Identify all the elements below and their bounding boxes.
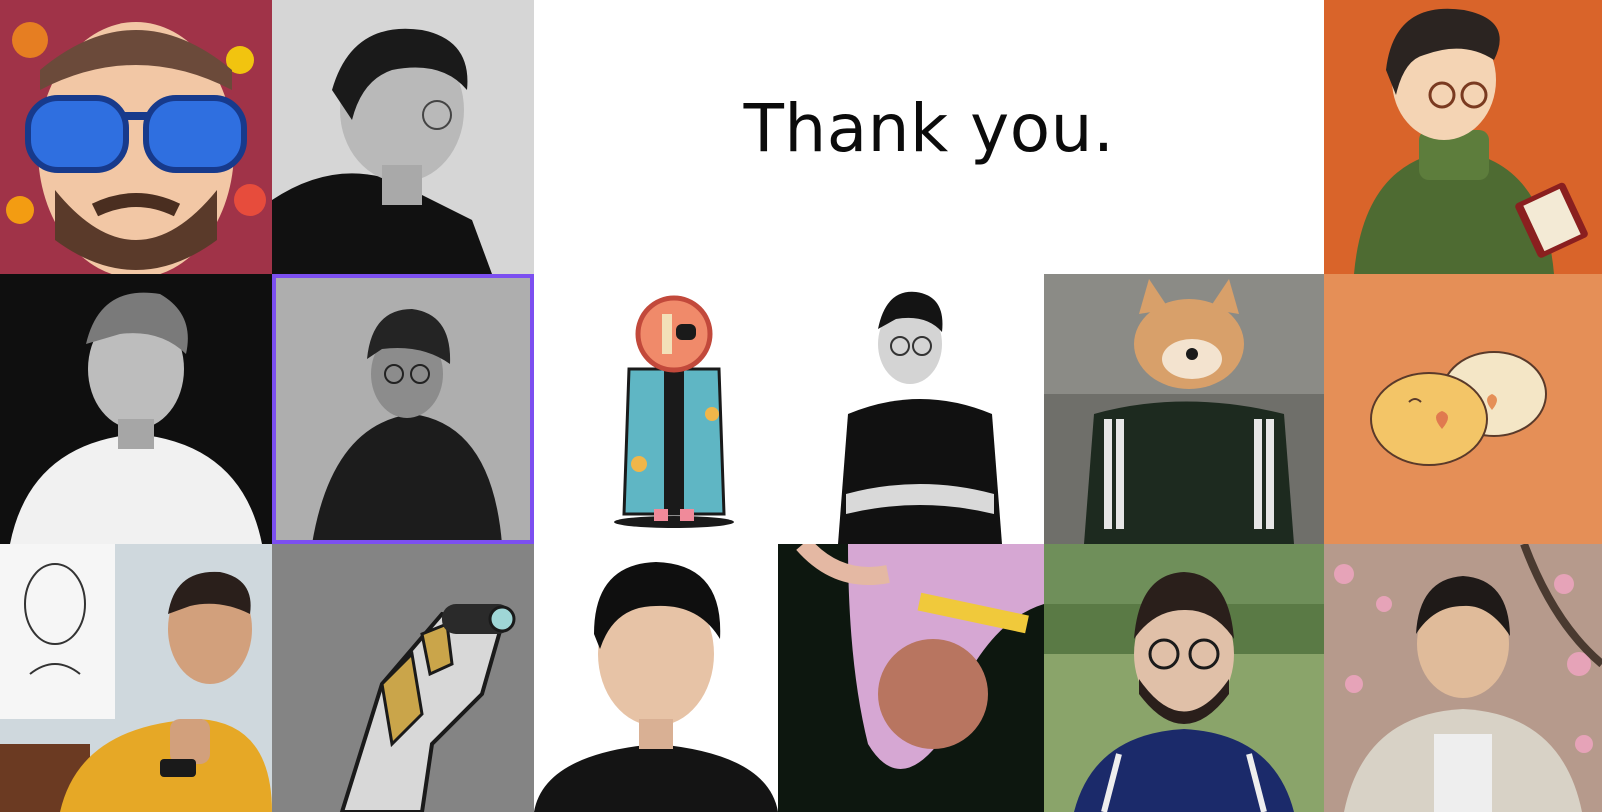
illustrated-man-reading-book-icon [1324, 0, 1602, 274]
portrait-with-sketch-icon [0, 544, 272, 812]
tile-sunglasses-illustration[interactable] [0, 0, 272, 274]
bw-portrait-white-shirt-icon [0, 274, 272, 544]
illustrated-man-blue-sunglasses-icon [0, 0, 272, 274]
tile-bearded-man-glasses[interactable] [1044, 544, 1324, 812]
bw-portrait-beanie-icon [272, 274, 534, 544]
tile-cartoon-coat-character[interactable] [534, 274, 796, 544]
tile-bw-woman-beanie[interactable] [272, 274, 534, 544]
tile-bw-profile[interactable] [272, 0, 534, 274]
bearded-man-glasses-icon [1044, 544, 1324, 812]
tile-smiling-man-black-tee[interactable] [796, 274, 1044, 544]
thank-you-heading: Thank you. [743, 90, 1115, 167]
tile-frog-buns[interactable] [1324, 274, 1602, 544]
upside-down-hoodie-portrait-icon [778, 544, 1044, 812]
tile-bw-man-white-shirt[interactable] [0, 274, 272, 544]
tile-upside-down-hoodie[interactable] [778, 544, 1044, 812]
portrait-black-tshirt-icon [796, 274, 1044, 544]
robot-horse-render-icon [272, 544, 534, 812]
tile-id-photo[interactable] [534, 544, 778, 812]
tile-man-cherry-blossoms[interactable] [1324, 544, 1602, 812]
tile-reader-illustration[interactable] [1324, 0, 1602, 274]
tile-shiba-tracksuit[interactable] [1044, 274, 1324, 544]
cartoon-character-coat-icon [534, 274, 796, 544]
two-frog-buns-hearts-icon [1324, 274, 1602, 544]
tile-man-with-sketch[interactable] [0, 544, 272, 812]
tile-robot-horse[interactable] [272, 544, 534, 812]
bw-profile-portrait-icon [272, 0, 534, 274]
id-photo-portrait-icon [534, 544, 778, 812]
shiba-in-tracksuit-icon [1044, 274, 1324, 544]
portrait-cherry-blossoms-icon [1324, 544, 1602, 812]
